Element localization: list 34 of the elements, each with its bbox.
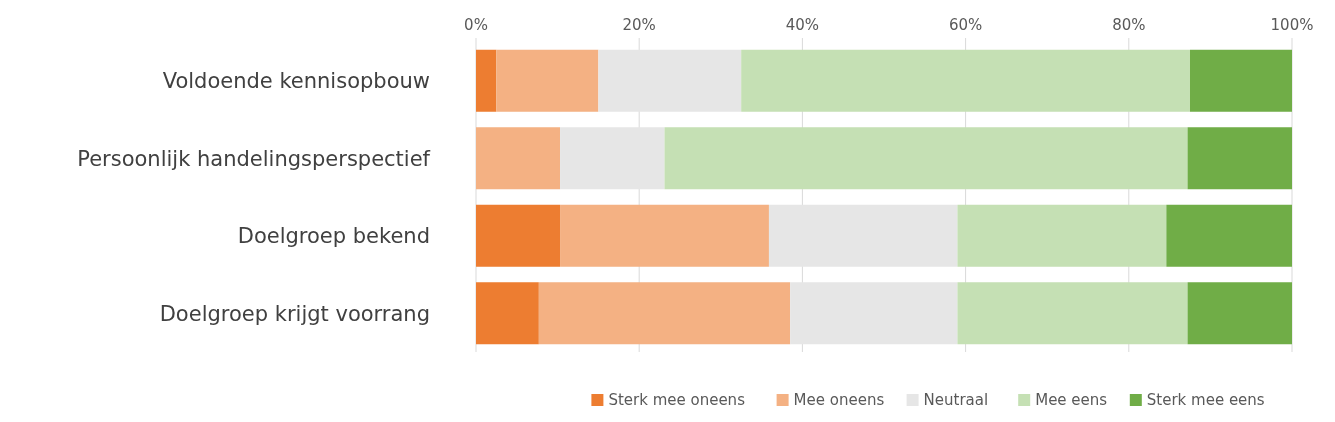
legend-label: Mee oneens bbox=[793, 391, 885, 410]
y-tick-label: Voldoende kennisopbouw bbox=[162, 69, 430, 94]
x-tick-label: 40% bbox=[785, 16, 820, 34]
bar bbox=[538, 282, 791, 345]
legend-label: Neutraal bbox=[923, 391, 989, 410]
y-tick-label: Doelgroep krijgt voorrang bbox=[159, 301, 430, 326]
bar bbox=[1187, 282, 1292, 345]
y-tick-label: Persoonlijk handelingsperspectief bbox=[77, 146, 431, 171]
bar bbox=[1190, 49, 1292, 112]
bar bbox=[768, 204, 958, 267]
x-tick-label: 20% bbox=[622, 16, 656, 34]
bar bbox=[560, 204, 769, 267]
bar bbox=[476, 49, 497, 112]
bar bbox=[476, 204, 561, 267]
bar bbox=[476, 282, 539, 345]
y-tick-label: Doelgroep bekend bbox=[237, 224, 430, 249]
bar bbox=[598, 49, 742, 112]
legend-label: Sterk mee eens bbox=[1146, 391, 1265, 410]
legend-label: Sterk mee oneens bbox=[608, 391, 746, 410]
bar bbox=[560, 127, 665, 190]
x-tick-label: 60% bbox=[948, 16, 983, 34]
x-tick-label: 0% bbox=[464, 16, 488, 34]
bar bbox=[741, 49, 1190, 112]
bar bbox=[664, 127, 1188, 190]
bar bbox=[1166, 204, 1292, 267]
x-tick-label: 80% bbox=[1112, 16, 1146, 34]
bar bbox=[496, 49, 599, 112]
x-tick-label: 100% bbox=[1270, 16, 1314, 34]
bar bbox=[476, 127, 561, 190]
bar bbox=[790, 282, 958, 345]
bar bbox=[957, 204, 1167, 267]
legend-label: Mee eens bbox=[1035, 391, 1108, 410]
bar bbox=[957, 282, 1188, 345]
bar bbox=[1187, 127, 1292, 190]
